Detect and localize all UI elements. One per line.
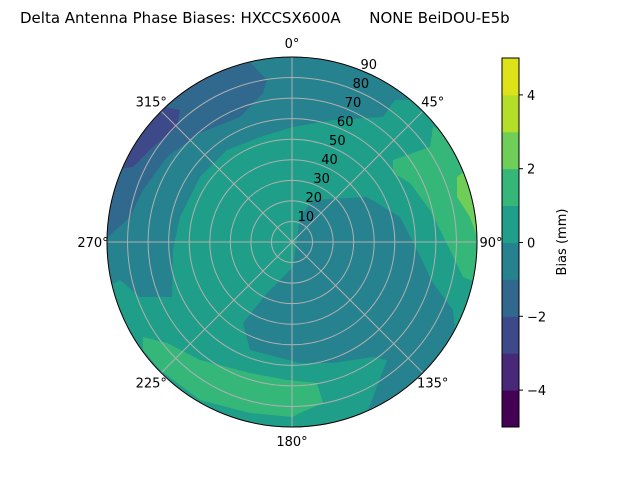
colorbar-tick-label: 2 (527, 163, 535, 178)
contour-region (243, 197, 457, 413)
colorbar-band (502, 58, 519, 96)
chart-title: Delta Antenna Phase Biases: HXCCSX600A N… (20, 9, 510, 27)
colorbar-tick-label: 4 (527, 89, 535, 104)
angular-gridline (291, 241, 424, 374)
angular-tick-label: 135° (417, 377, 448, 392)
colorbar-band (502, 390, 519, 428)
polar-frame (106, 56, 478, 428)
colorbar-band (502, 94, 519, 133)
angular-tick-label: 180° (276, 435, 307, 450)
radial-tick-label: 70 (345, 96, 362, 111)
radial-tick-label: 40 (321, 153, 338, 168)
colorbar-band (502, 242, 519, 280)
colorbar-label: Bias (mm) (555, 209, 570, 276)
angular-tick-label: 315° (136, 95, 167, 110)
angular-gridline (160, 110, 293, 243)
colorbar-band (502, 316, 519, 354)
radial-tick-label: 90 (361, 58, 378, 73)
colorbar-band (502, 168, 519, 207)
angular-tick-label: 90° (479, 236, 502, 251)
angular-gridline (160, 241, 293, 374)
angular-tick-label: 0° (285, 37, 300, 52)
radial-tick-label: 10 (298, 210, 315, 225)
angular-tick-label: 225° (136, 377, 167, 392)
radial-tick-label: 80 (353, 77, 370, 92)
contour-region (143, 337, 323, 417)
radial-tick-label: 30 (313, 172, 330, 187)
angular-tick-label: 270° (77, 236, 108, 251)
radial-tick-label: 60 (337, 115, 354, 130)
colorbar-band (502, 279, 519, 317)
colorbar-band (502, 131, 519, 170)
angular-tick-label: 45° (421, 95, 444, 110)
colorbar-tick-label: −2 (527, 310, 546, 325)
colorbar-tick-label: 0 (527, 237, 535, 252)
radial-tick-label: 50 (329, 134, 346, 149)
colorbar-tick-label: −4 (527, 384, 546, 399)
colorbar-band (502, 205, 519, 243)
colorbar-band (502, 353, 519, 391)
radial-tick-label: 20 (305, 191, 322, 206)
angular-gridline (291, 110, 424, 243)
